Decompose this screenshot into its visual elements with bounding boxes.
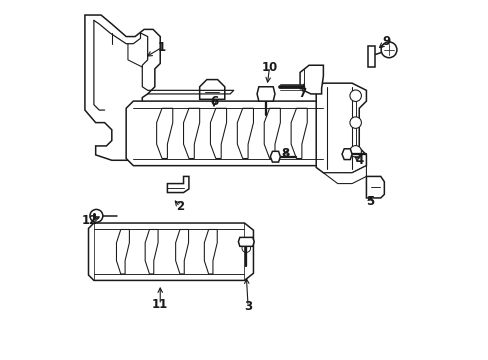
Polygon shape — [175, 229, 188, 274]
Text: 6: 6 — [209, 95, 218, 108]
Polygon shape — [204, 229, 217, 274]
Polygon shape — [88, 223, 253, 280]
Polygon shape — [156, 108, 172, 158]
Text: 5: 5 — [365, 195, 373, 208]
Polygon shape — [257, 87, 274, 101]
Polygon shape — [237, 108, 253, 158]
Text: 7: 7 — [297, 87, 305, 100]
Text: 8: 8 — [281, 147, 289, 159]
Text: 9: 9 — [381, 35, 389, 49]
Circle shape — [349, 117, 361, 129]
Polygon shape — [167, 176, 188, 193]
Polygon shape — [264, 108, 280, 158]
Polygon shape — [238, 237, 254, 246]
Polygon shape — [290, 108, 306, 158]
Text: 10: 10 — [261, 60, 277, 73]
Text: 4: 4 — [354, 154, 363, 167]
Polygon shape — [341, 149, 351, 159]
Text: 2: 2 — [176, 201, 183, 213]
Text: 12: 12 — [82, 214, 98, 227]
Circle shape — [380, 42, 396, 58]
Polygon shape — [199, 80, 224, 99]
FancyBboxPatch shape — [367, 45, 375, 67]
Polygon shape — [323, 166, 366, 184]
Polygon shape — [126, 101, 335, 166]
Text: 1: 1 — [158, 41, 166, 54]
Polygon shape — [210, 108, 226, 158]
Polygon shape — [116, 229, 129, 274]
Circle shape — [349, 90, 361, 102]
Polygon shape — [366, 176, 384, 198]
Polygon shape — [300, 65, 323, 94]
Circle shape — [349, 145, 361, 157]
Text: 11: 11 — [152, 298, 168, 311]
Circle shape — [90, 210, 102, 222]
Polygon shape — [85, 15, 237, 160]
Polygon shape — [183, 108, 199, 158]
Polygon shape — [145, 229, 158, 274]
Polygon shape — [316, 83, 366, 173]
Polygon shape — [270, 151, 280, 162]
Text: 3: 3 — [244, 300, 252, 313]
